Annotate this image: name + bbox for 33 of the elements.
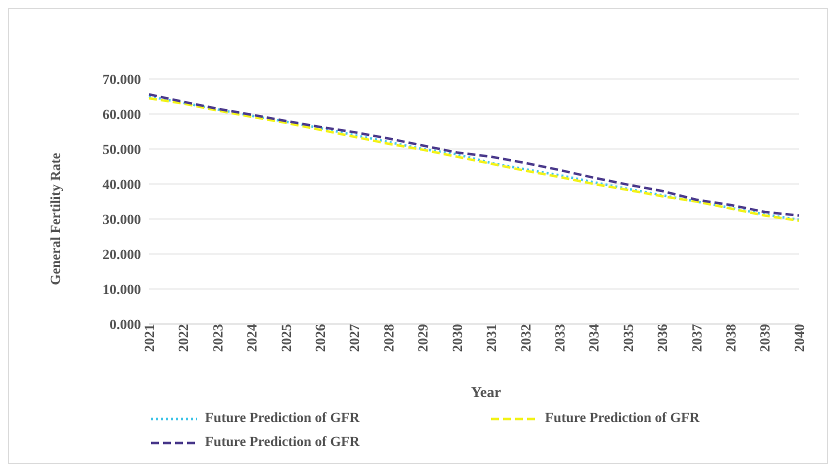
legend-label: Future Prediction of GFR — [545, 411, 700, 427]
x-tick-label: 2026 — [314, 324, 329, 352]
x-tick-label: 2034 — [588, 324, 603, 352]
y-axis-title: General Fertility Rate — [49, 152, 65, 286]
x-tick-label: 2028 — [382, 324, 398, 352]
y-tick-label: 60.000 — [102, 108, 141, 123]
y-tick-label: 30.000 — [102, 212, 141, 228]
y-tick-label: 20.000 — [102, 248, 141, 263]
x-tick-label: 2031 — [485, 324, 500, 352]
x-tick-label: 2039 — [758, 324, 774, 352]
x-tick-label: 2032 — [519, 324, 534, 352]
x-tick-label: 2036 — [656, 324, 672, 352]
y-tick-label: 10.000 — [102, 282, 141, 298]
x-tick-label: 2023 — [211, 324, 226, 352]
x-tick-label: 2027 — [348, 324, 364, 352]
y-tick-label: 0.000 — [110, 318, 141, 333]
x-tick-label: 2040 — [792, 324, 808, 352]
x-tick-label: 2022 — [177, 324, 192, 352]
x-tick-label: 2035 — [622, 324, 637, 352]
x-tick-label: 2029 — [416, 324, 432, 352]
legend-label: Future Prediction of GFR — [205, 435, 360, 451]
legend-label: Future Prediction of GFR — [205, 411, 360, 427]
x-tick-label: 2021 — [142, 324, 158, 352]
x-tick-label: 2038 — [724, 324, 740, 352]
x-tick-label: 2025 — [280, 324, 295, 352]
y-tick-label: 40.000 — [102, 178, 141, 193]
x-tick-label: 2024 — [246, 324, 261, 352]
y-tick-label: 70.000 — [102, 72, 141, 88]
x-axis-title: Year — [471, 385, 501, 402]
x-tick-label: 2030 — [450, 324, 466, 352]
x-tick-label: 2033 — [553, 324, 568, 352]
x-tick-label: 2037 — [690, 324, 706, 352]
y-tick-label: 50.000 — [102, 142, 141, 158]
